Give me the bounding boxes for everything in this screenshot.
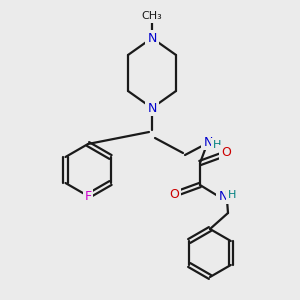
Text: N: N: [147, 32, 157, 44]
Text: O: O: [221, 146, 231, 160]
Text: N: N: [147, 101, 157, 115]
Text: N: N: [218, 190, 228, 202]
Text: O: O: [169, 188, 179, 200]
Text: CH₃: CH₃: [142, 11, 162, 21]
Text: N: N: [203, 136, 213, 148]
Text: H: H: [213, 140, 221, 150]
Text: F: F: [84, 190, 92, 203]
Text: H: H: [228, 190, 236, 200]
